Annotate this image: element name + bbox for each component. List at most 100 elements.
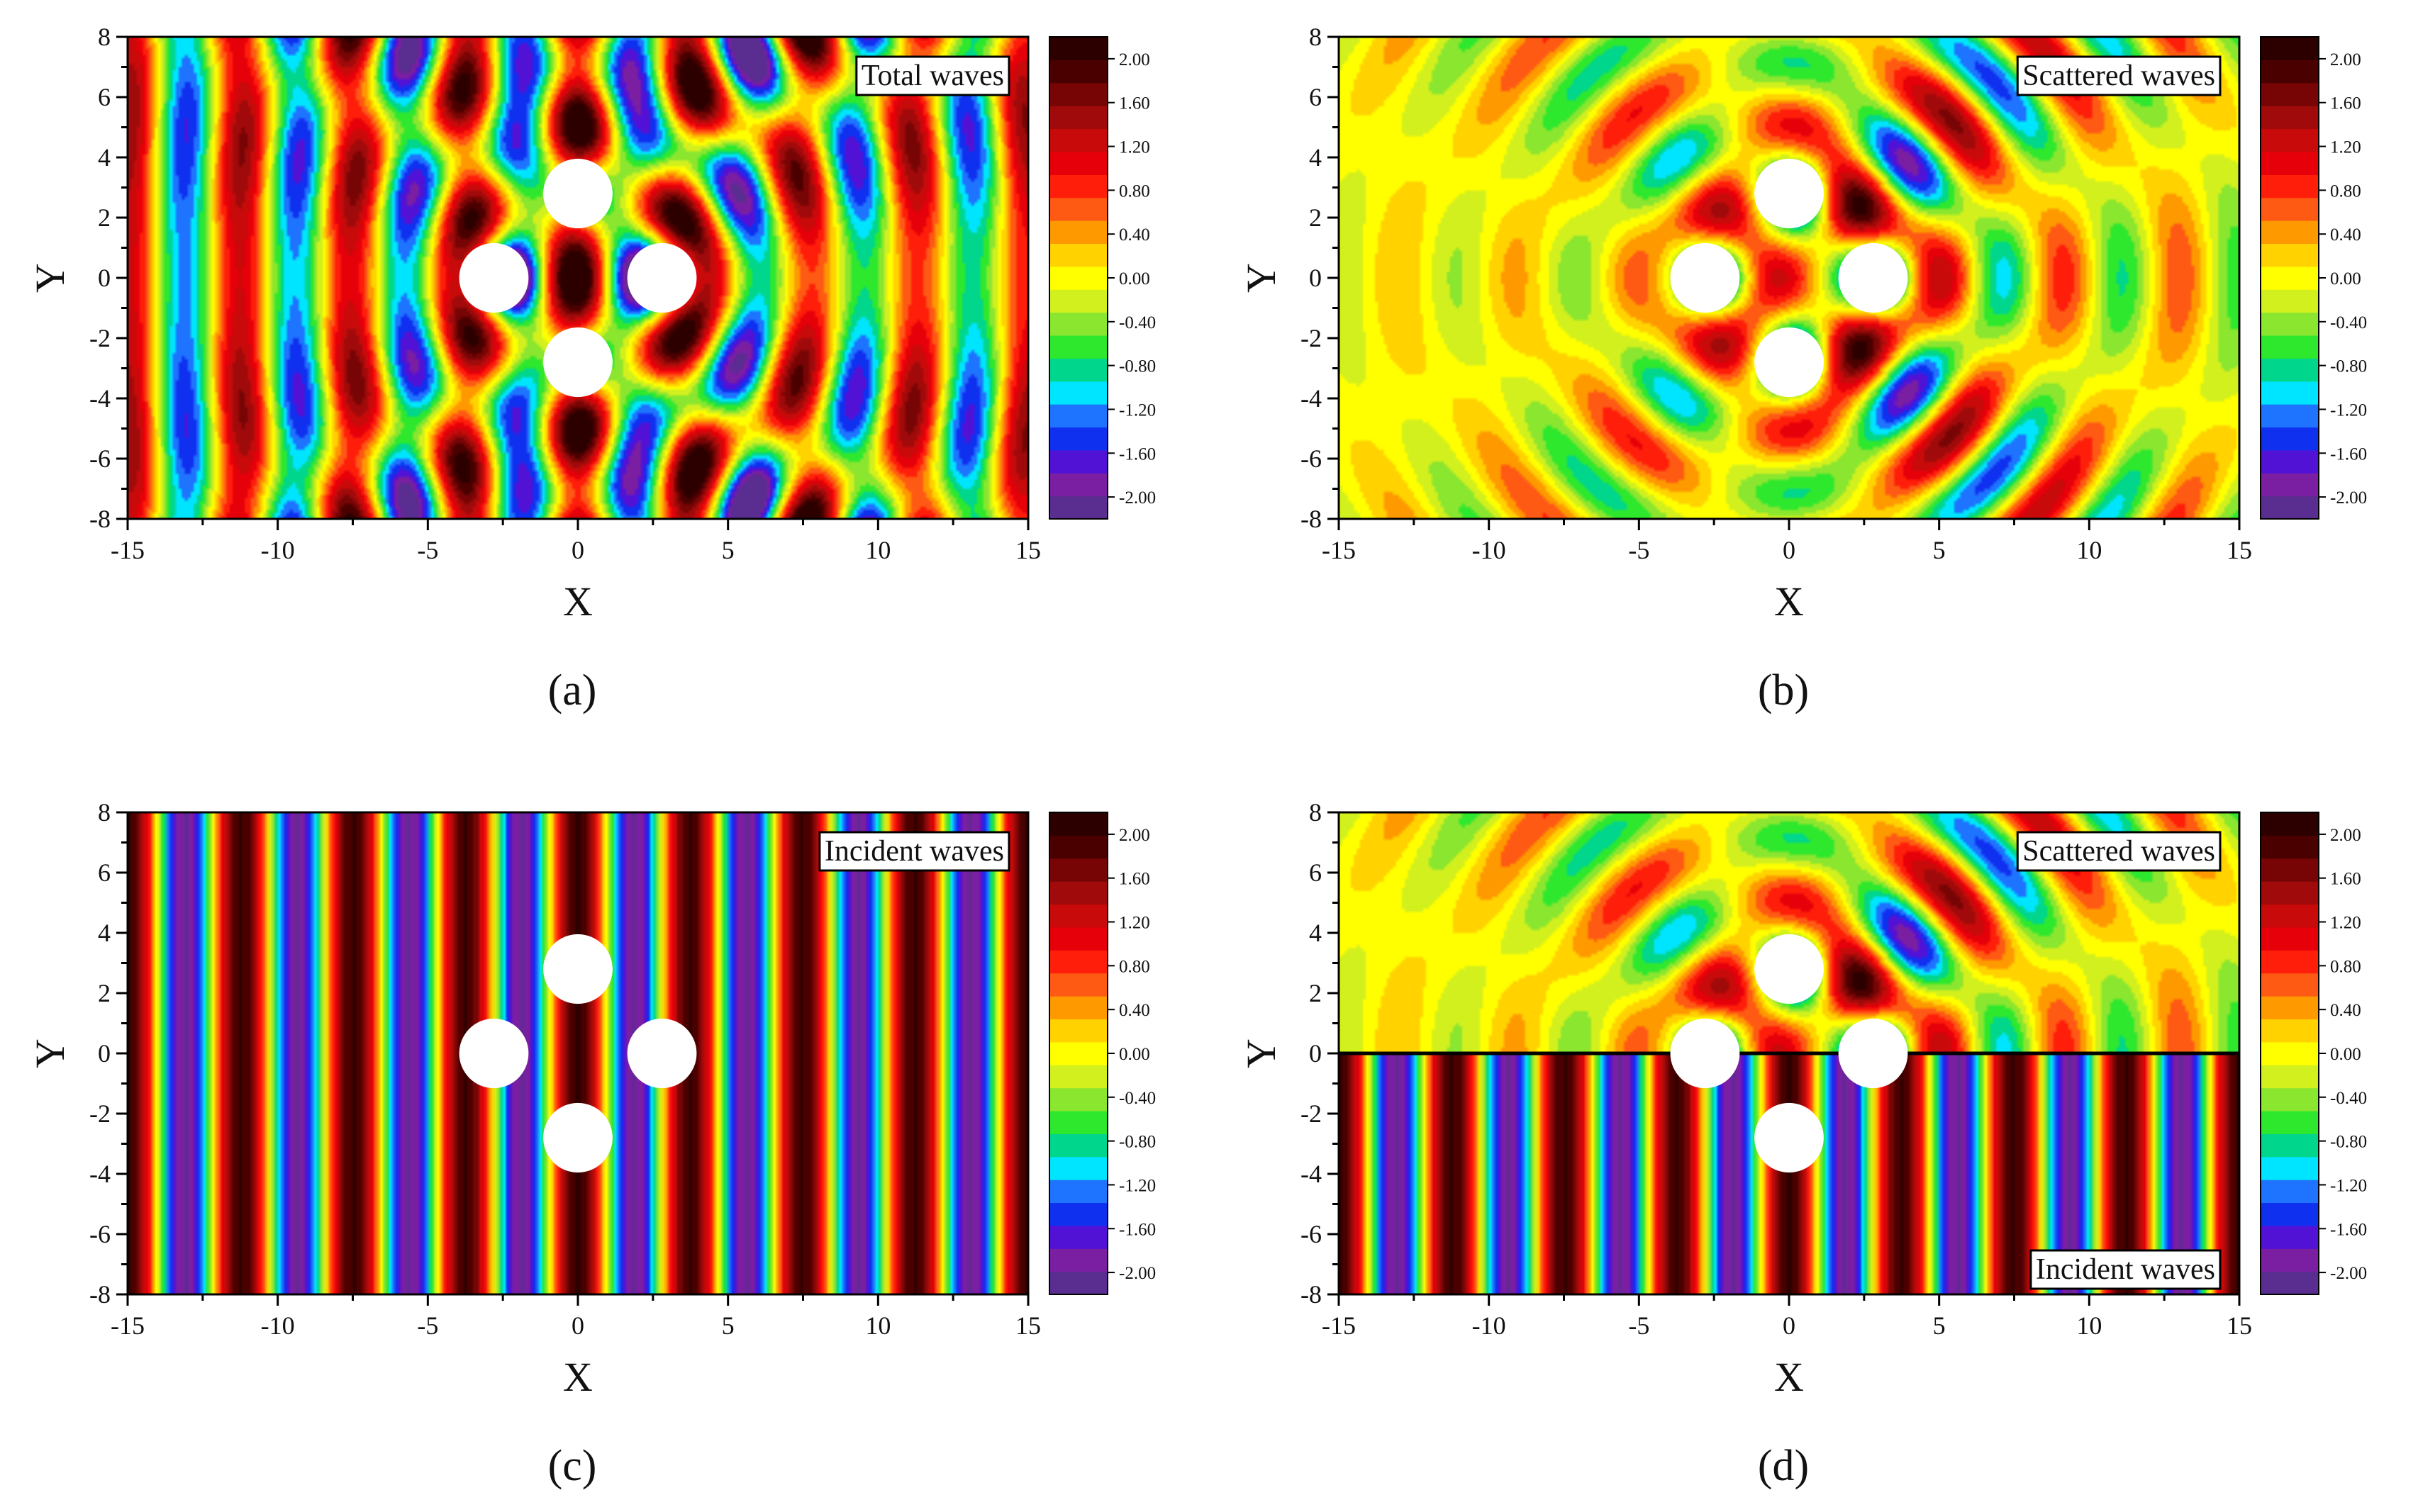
colorbar-swatch [2261,996,2319,1020]
colorbar-tick-label: -0.80 [2330,1133,2367,1152]
y-tick-label: 2 [1309,203,1322,232]
x-tick-label: 5 [1933,536,1946,564]
y-tick-label: -4 [89,1160,111,1188]
colorbar-swatch [2261,1271,2319,1295]
wave-label-box: Total waves [855,55,1010,96]
colorbar-swatch [1049,1019,1108,1043]
wave-label: Scattered waves [2022,60,2215,92]
colorbar-swatch [2261,404,2319,428]
colorbar-tick-label: -1.20 [2330,1176,2367,1195]
colorbar-swatch [1049,60,1108,84]
x-tick-label: -15 [111,1311,145,1340]
wave-label: Scattered waves [2022,835,2215,868]
colorbar-swatch [1049,1041,1108,1065]
colorbar-swatch [2261,495,2319,520]
colorbar-tick-label: 0.00 [1119,1045,1150,1064]
y-tick-label: -8 [1300,505,1322,533]
colorbar-swatch [2261,427,2319,451]
panel-tag: (b) [1758,666,1809,715]
scatterer-disk [543,158,613,229]
colorbar-swatch [2261,926,2319,951]
y-tick-label: 8 [1309,798,1322,827]
colorbar-swatch [2261,1156,2319,1180]
contour-field [128,812,1028,1294]
y-tick-label: -2 [1300,1099,1322,1128]
x-tick-label: -10 [261,536,295,564]
x-tick-label: -5 [1628,1311,1649,1340]
scatterer-disk [1754,158,1824,229]
colorbar-tick-label: -0.40 [2330,1089,2367,1108]
colorbar-swatch [2261,835,2319,859]
y-axis-title: Y [1238,1038,1284,1068]
colorbar-tick-label: 0.80 [1119,957,1150,976]
x-axis-title: X [563,578,593,625]
colorbar-tick-label: 1.60 [1119,870,1150,889]
y-tick-label: -4 [1300,1160,1322,1188]
colorbar-swatch [1049,926,1108,951]
colorbar: 2.00 1.60 1.20 0.80 0.40 0.00 -0.40 -0.80 -1.20 -… [2260,812,2367,1295]
x-tick-label: -5 [417,1311,438,1340]
y-tick-label: -6 [89,1220,111,1248]
colorbar-swatch [1049,950,1108,974]
y-tick-label: -4 [1300,384,1322,413]
y-tick-label: -2 [1300,324,1322,352]
colorbar-swatch [1049,289,1108,313]
scatterer-disk [1754,934,1824,1004]
colorbar-swatch [2261,128,2319,152]
colorbar-swatch [2261,1065,2319,1089]
colorbar-swatch [2261,1019,2319,1043]
x-tick-label: 0 [1783,1311,1795,1340]
colorbar-tick-label: -1.20 [1119,401,1156,420]
panel-tag: (a) [548,666,597,715]
colorbar-swatch [2261,358,2319,382]
colorbar-swatch [2261,449,2319,474]
x-tick-label: 15 [2227,536,2252,564]
colorbar-tick-label: -2.00 [2330,1264,2367,1283]
colorbar-swatch [1049,220,1108,245]
colorbar-swatch [2261,82,2319,106]
colorbar-swatch [1049,1271,1108,1295]
colorbar-tick-label: -0.80 [1119,357,1156,376]
x-tick-label: 0 [572,1311,584,1340]
colorbar-swatch [1049,812,1108,836]
x-tick-label: -10 [1472,1311,1506,1340]
colorbar-swatch [2261,243,2319,267]
y-tick-label: -8 [89,505,111,533]
colorbar-swatch [1049,197,1108,221]
x-axis-title: X [563,1354,593,1400]
colorbar-swatch [2261,197,2319,221]
colorbar-tick-label: -1.20 [1119,1176,1156,1195]
colorbar-swatch [1049,1065,1108,1089]
colorbar-swatch [2261,473,2319,497]
scatterer-disk [543,1102,613,1173]
colorbar-swatch [1049,404,1108,428]
scatterer-disk [1754,1102,1824,1173]
x-tick-label: -10 [1472,536,1506,564]
colorbar-swatch [2261,1202,2319,1226]
y-tick-label: -6 [1300,1220,1322,1248]
colorbar-swatch [1049,449,1108,474]
colorbar-swatch [1049,106,1108,130]
panel-d: -15 -10 -5 0 5 10 15 -8 -6 -4 -2 0 2 4 6 8 X Y (d) Scattere… [1238,798,2367,1490]
x-axis-title: X [1774,578,1804,625]
wave-label: Incident waves [825,835,1004,868]
wave-label: Incident waves [2036,1253,2215,1286]
y-tick-label: -2 [89,1099,111,1128]
colorbar-swatch [1049,1110,1108,1134]
scatterer-disk [459,242,529,313]
scatterer-disk [1754,327,1824,398]
y-axis-title: Y [27,263,73,293]
colorbar-swatch [1049,427,1108,451]
x-tick-label: -5 [1628,536,1649,564]
colorbar-swatch [2261,1225,2319,1249]
colorbar-tick-label: -2.00 [1119,1264,1156,1283]
colorbar-swatch [2261,60,2319,84]
x-tick-label: 5 [1933,1311,1946,1340]
y-axis-title: Y [1238,263,1284,293]
colorbar-swatch [1049,1202,1108,1226]
colorbar-swatch [1049,495,1108,520]
y-tick-label: 6 [1309,858,1322,887]
colorbar-tick-label: -1.60 [1119,444,1156,464]
colorbar-swatch [2261,151,2319,175]
colorbar-tick-label: 0.80 [2330,181,2361,201]
